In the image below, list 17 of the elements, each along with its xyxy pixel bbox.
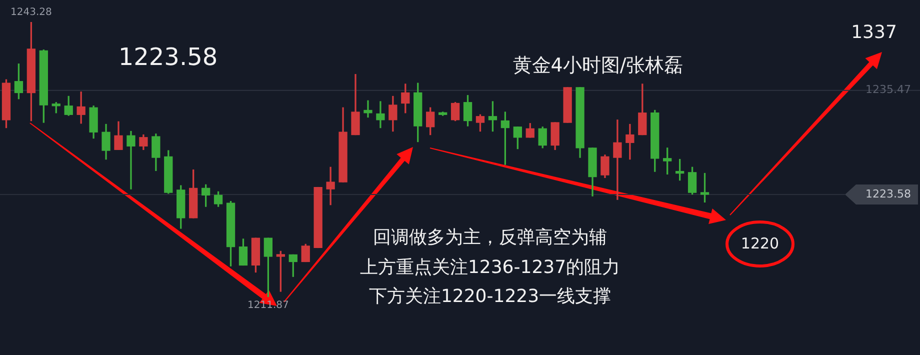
candlestick — [626, 124, 634, 160]
annotation: 1223.58 — [118, 43, 218, 71]
annotation: 下方关注1220-1223一线支撑 — [368, 286, 612, 307]
text: 1337 — [851, 22, 897, 43]
text: 黄金4小时图/张林磊 — [512, 54, 684, 76]
candlestick — [326, 166, 335, 206]
ref-line-label: 1223.58 — [866, 187, 911, 200]
text: 1220 — [740, 234, 780, 252]
candlestick — [613, 120, 622, 200]
candlestick — [376, 101, 385, 128]
candlestick — [364, 100, 372, 118]
candlestick — [126, 130, 136, 190]
annotation: 回调做多为主，反弹高空为辅 — [373, 227, 607, 248]
annotation: 1243.28 — [10, 7, 52, 18]
annotation: 1211.87 — [247, 300, 289, 311]
ref-line-label: 1235.47 — [866, 83, 911, 96]
annotation: 上方重点关注1236-1237的阻力 — [360, 257, 620, 278]
